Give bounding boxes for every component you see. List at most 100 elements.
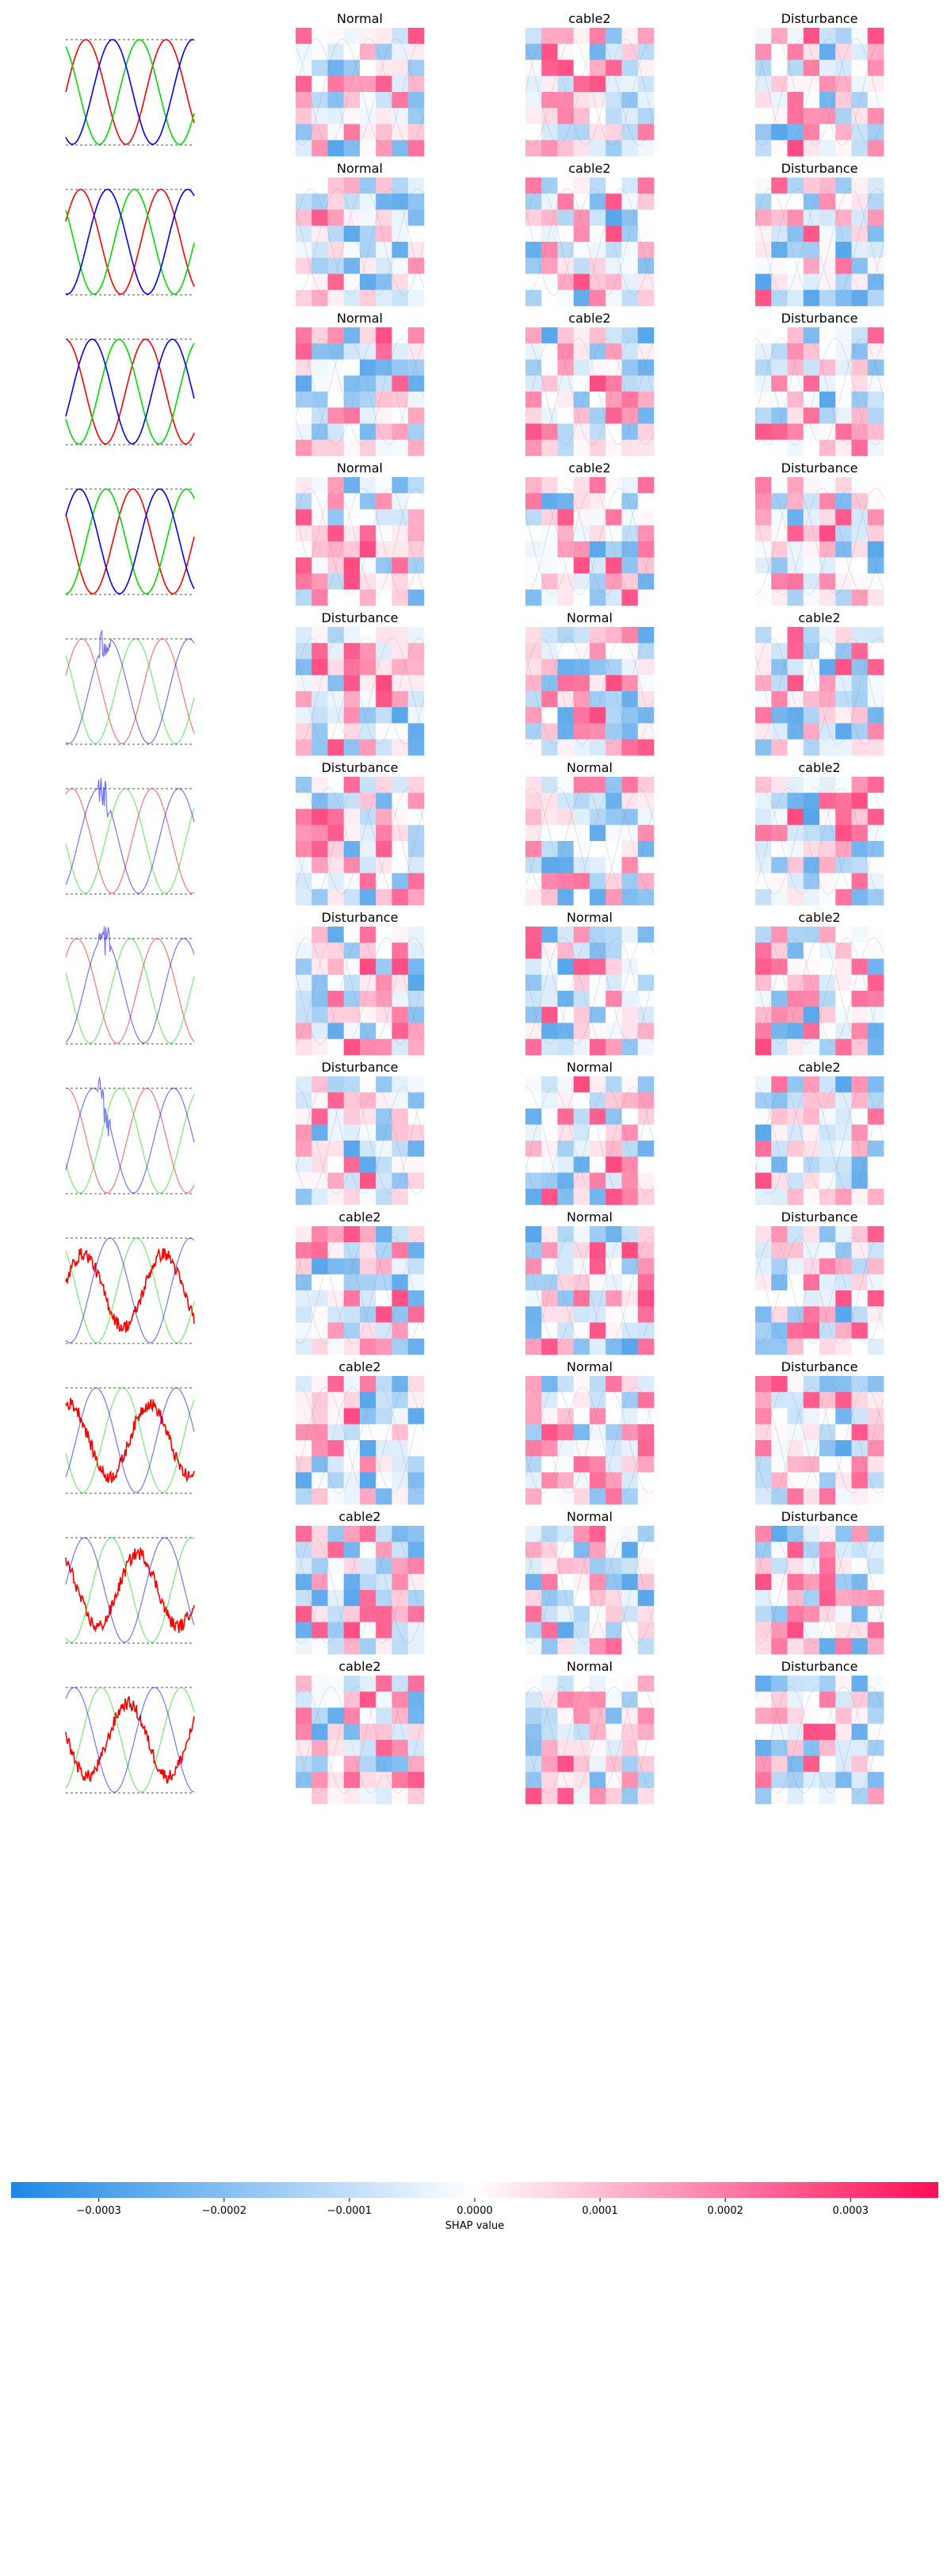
heatmap-cell	[327, 273, 345, 291]
heatmap-cell	[637, 942, 655, 959]
heatmap-cell	[541, 777, 558, 793]
heatmap-cell	[311, 627, 328, 644]
heatmap-cell	[407, 723, 425, 740]
heatmap-cell	[360, 808, 376, 826]
heatmap-cell	[590, 675, 606, 692]
heatmap-cell	[605, 92, 622, 109]
heatmap-cell	[376, 573, 392, 590]
heatmap-cell	[819, 439, 836, 457]
heatmap-cell	[327, 824, 345, 842]
heatmap-cell	[621, 1274, 639, 1291]
heatmap-cell	[803, 1606, 820, 1622]
heatmap-cell	[803, 707, 820, 724]
heatmap-cell	[835, 407, 852, 424]
heatmap-cell	[407, 124, 425, 141]
heatmap-cell	[296, 1557, 312, 1575]
heatmap-cell	[557, 1376, 575, 1393]
heatmap-cell	[557, 573, 575, 590]
heatmap-cell	[311, 1440, 328, 1457]
heatmap-cell	[637, 1306, 655, 1323]
heatmap-cell	[407, 1723, 425, 1741]
phase-c-trace	[65, 338, 195, 445]
heatmap-cell	[787, 1007, 804, 1023]
heatmap-cell	[637, 1322, 655, 1340]
heatmap-cell	[391, 108, 409, 124]
heatmap-cell	[803, 1542, 820, 1558]
waveform-overlay	[525, 787, 655, 895]
heatmap-cell	[819, 1723, 836, 1741]
heatmap-cell	[311, 359, 328, 376]
heatmap-cell	[787, 1557, 804, 1575]
heatmap-cell	[376, 1542, 392, 1558]
heatmap-cell	[590, 1376, 606, 1393]
heatmap-cell	[407, 1590, 425, 1607]
heatmap-cell	[755, 1526, 772, 1542]
heatmap-cell	[376, 1787, 392, 1805]
heatmap-cell	[819, 643, 836, 659]
heatmap-cell	[407, 1092, 425, 1109]
waveform-overlay	[295, 637, 425, 745]
heatmap-cell	[755, 824, 772, 842]
heatmap-cell	[590, 1590, 606, 1607]
heatmap-cell	[637, 1526, 655, 1542]
heatmap-cell	[407, 991, 425, 1007]
heatmap-cell	[296, 1392, 312, 1408]
heatmap-cell	[621, 557, 639, 574]
heatmap-cell	[590, 1038, 606, 1056]
heatmap-cell	[851, 178, 869, 194]
heatmap-cell	[590, 392, 606, 408]
heatmap-cell	[391, 44, 409, 60]
heatmap-cell	[835, 140, 852, 157]
heatmap-cell	[851, 1290, 869, 1307]
heatmap-cell	[343, 1707, 361, 1725]
heatmap-cell	[835, 209, 852, 227]
heatmap-cell	[360, 124, 376, 141]
heatmap-cell	[311, 1488, 328, 1505]
heatmap-cell	[771, 140, 788, 157]
heatmap-cell	[557, 92, 575, 109]
heatmap-cell	[637, 327, 655, 344]
heatmap-cell	[573, 209, 590, 227]
heatmap-cell	[637, 1226, 655, 1243]
heatmap-cell	[605, 59, 622, 77]
heatmap-cell	[771, 824, 788, 842]
heatmap-cell	[343, 1408, 361, 1425]
heatmap-cell	[296, 477, 312, 494]
heatmap-cell	[296, 423, 312, 441]
heatmap-cell	[327, 1274, 345, 1291]
heatmap-cell	[819, 739, 836, 756]
heatmap-cell	[360, 1756, 376, 1772]
heatmap-cell	[407, 1338, 425, 1355]
heatmap-cell	[327, 359, 345, 376]
heatmap-cell	[557, 1172, 575, 1190]
heatmap-cell	[296, 1638, 312, 1655]
heatmap-cell	[803, 1322, 820, 1340]
waveform-overlay	[754, 637, 884, 745]
heatmap-cell	[407, 808, 425, 826]
heatmap-cell	[327, 675, 345, 692]
heatmap-cell	[867, 557, 884, 574]
heatmap-cell	[573, 1290, 590, 1307]
heatmap-cell	[573, 1124, 590, 1141]
waveform-overlay	[754, 1686, 884, 1794]
phase-a-trace	[65, 189, 195, 295]
heatmap-cell	[605, 739, 622, 756]
heatmap-cell	[391, 193, 409, 210]
heatmap-cell	[391, 1376, 409, 1393]
heatmap-cell	[755, 258, 772, 274]
heatmap-cell	[311, 289, 328, 307]
colorbar-tick-label: 0.0000	[456, 2205, 493, 2217]
heatmap-cell	[637, 808, 655, 826]
heatmap-cell	[621, 327, 639, 344]
heatmap-cell	[787, 1542, 804, 1558]
heatmap-cell	[851, 824, 869, 842]
heatmap-cell	[621, 1542, 639, 1558]
heatmap-cell	[867, 1226, 884, 1243]
heatmap-cell	[391, 273, 409, 291]
heatmap-cell	[525, 889, 542, 906]
heatmap-cell	[867, 108, 884, 124]
waveform-overlay	[295, 787, 425, 895]
heatmap-cell	[376, 974, 392, 992]
heatmap-cell	[311, 1756, 328, 1772]
heatmap-cell	[376, 242, 392, 258]
